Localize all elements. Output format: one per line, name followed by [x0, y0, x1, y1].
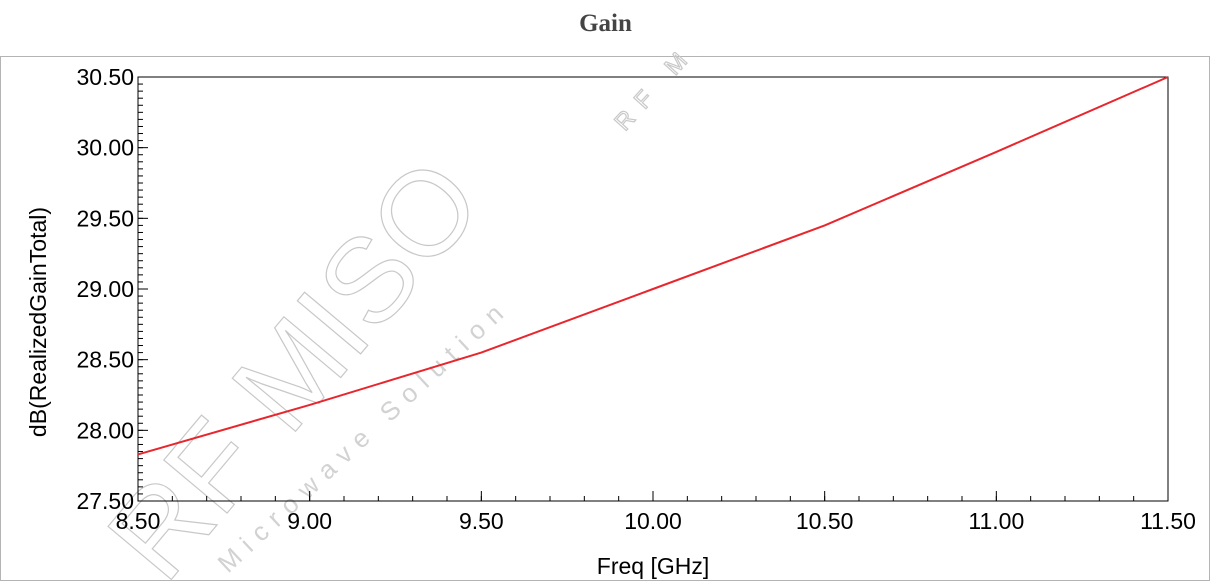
x-axis: 8.50 9.00 9.50 10.00 10.50 11.00 11.50 [116, 491, 1196, 534]
x-tick-label: 9.00 [287, 508, 332, 534]
x-tick-label: 8.50 [116, 508, 161, 534]
y-tick-label: 30.00 [76, 135, 134, 161]
x-tick-label: 11.00 [968, 508, 1024, 534]
series-line [137, 76, 1169, 456]
y-axis-title: dB(RealizedGainTotal) [25, 207, 51, 437]
y-tick-label: 28.00 [76, 417, 134, 443]
watermark: RF MISO Microwave Solution RF Micro [82, 52, 760, 581]
x-axis-title: Freq [GHz] [597, 553, 709, 579]
chart-svg: RF MISO Microwave Solution RF Micro 27.5… [0, 52, 1210, 581]
y-tick-label: 27.50 [76, 488, 134, 514]
x-tick-label: 10.00 [624, 508, 682, 534]
y-tick-label: 29.00 [76, 276, 134, 302]
x-tick-label: 9.50 [459, 508, 504, 534]
y-tick-label: 29.50 [76, 205, 134, 231]
chart-frame: RF MISO Microwave Solution RF Micro 27.5… [0, 52, 1211, 581]
x-tick-label: 11.50 [1140, 508, 1196, 534]
watermark-short: RF Micro [609, 52, 758, 136]
chart-title: Gain [579, 10, 632, 37]
y-axis: 27.50 28.00 28.50 29.00 29.50 30.00 30.50 [76, 64, 148, 514]
series-layer [137, 76, 1169, 456]
y-tick-label: 30.50 [76, 64, 134, 90]
y-tick-label: 28.50 [76, 347, 134, 373]
x-tick-label: 10.50 [796, 508, 854, 534]
